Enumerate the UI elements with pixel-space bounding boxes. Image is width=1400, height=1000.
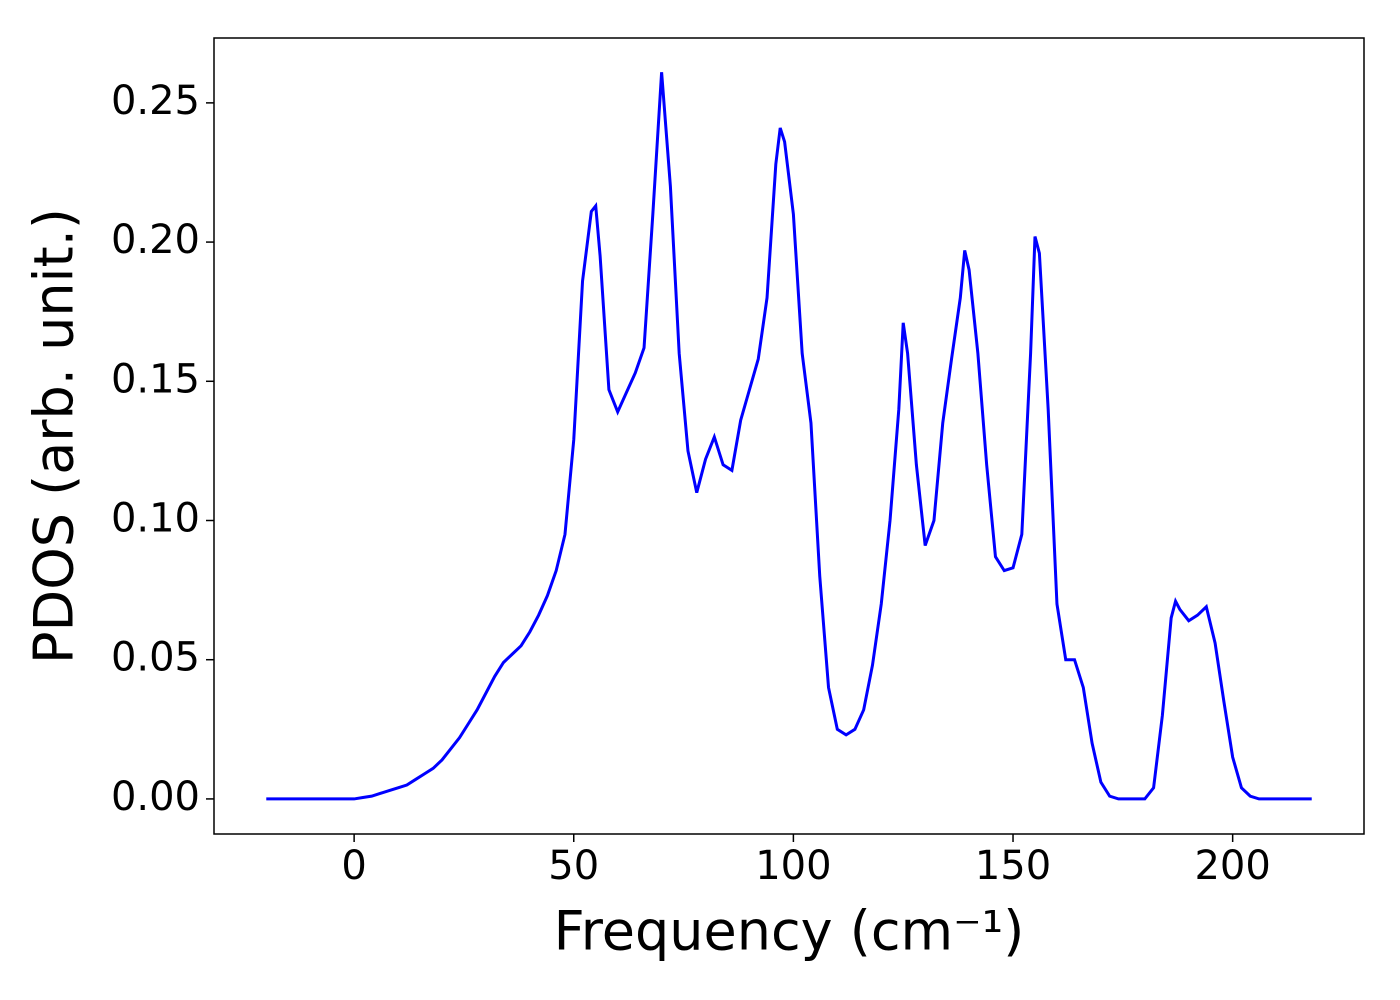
x-tick-label: 200 [1194, 843, 1270, 889]
y-tick-label: 0.25 [111, 78, 200, 124]
x-tick-label: 50 [548, 843, 599, 889]
plot-frame [213, 37, 1365, 835]
data-line [266, 72, 1312, 801]
x-tick-label: 150 [975, 843, 1051, 889]
x-tick-label: 100 [755, 843, 831, 889]
x-tick-label: 0 [341, 843, 366, 889]
y-tick-label: 0.10 [111, 496, 200, 542]
y-tick-label: 0.00 [111, 774, 200, 820]
y-axis-label: PDOS (arb. unit.) [23, 208, 86, 664]
y-tick-label: 0.15 [111, 356, 200, 402]
y-tick-label: 0.20 [111, 217, 200, 263]
x-axis-label: Frequency (cm⁻¹) [554, 900, 1025, 963]
y-tick-label: 0.05 [111, 635, 200, 681]
